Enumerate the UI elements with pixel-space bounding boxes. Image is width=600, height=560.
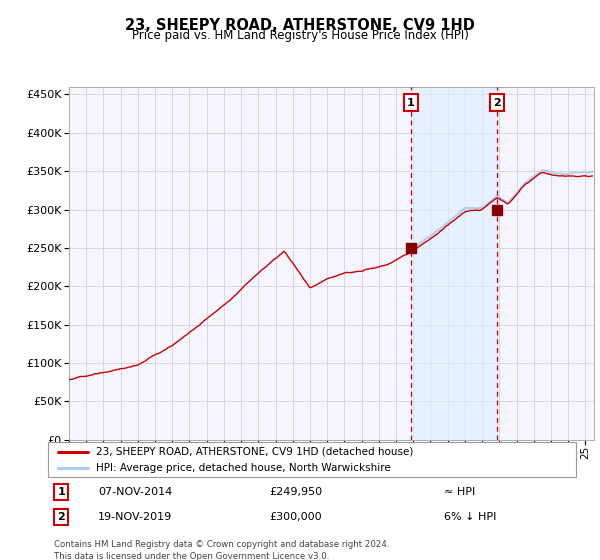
- Text: 07-NOV-2014: 07-NOV-2014: [98, 487, 172, 497]
- Text: 2: 2: [58, 512, 65, 522]
- Text: 2: 2: [493, 97, 501, 108]
- Text: ≈ HPI: ≈ HPI: [444, 487, 475, 497]
- Text: 6% ↓ HPI: 6% ↓ HPI: [444, 512, 496, 522]
- Text: HPI: Average price, detached house, North Warwickshire: HPI: Average price, detached house, Nort…: [95, 463, 390, 473]
- Text: Contains HM Land Registry data © Crown copyright and database right 2024.
This d: Contains HM Land Registry data © Crown c…: [54, 540, 389, 560]
- FancyBboxPatch shape: [48, 442, 576, 477]
- Text: 23, SHEEPY ROAD, ATHERSTONE, CV9 1HD (detached house): 23, SHEEPY ROAD, ATHERSTONE, CV9 1HD (de…: [95, 447, 413, 457]
- Text: £249,950: £249,950: [270, 487, 323, 497]
- Text: 19-NOV-2019: 19-NOV-2019: [98, 512, 172, 522]
- Text: £300,000: £300,000: [270, 512, 322, 522]
- Text: Price paid vs. HM Land Registry's House Price Index (HPI): Price paid vs. HM Land Registry's House …: [131, 29, 469, 42]
- Bar: [411, 87, 497, 440]
- Text: 1: 1: [58, 487, 65, 497]
- Text: 23, SHEEPY ROAD, ATHERSTONE, CV9 1HD: 23, SHEEPY ROAD, ATHERSTONE, CV9 1HD: [125, 18, 475, 33]
- Text: 1: 1: [407, 97, 415, 108]
